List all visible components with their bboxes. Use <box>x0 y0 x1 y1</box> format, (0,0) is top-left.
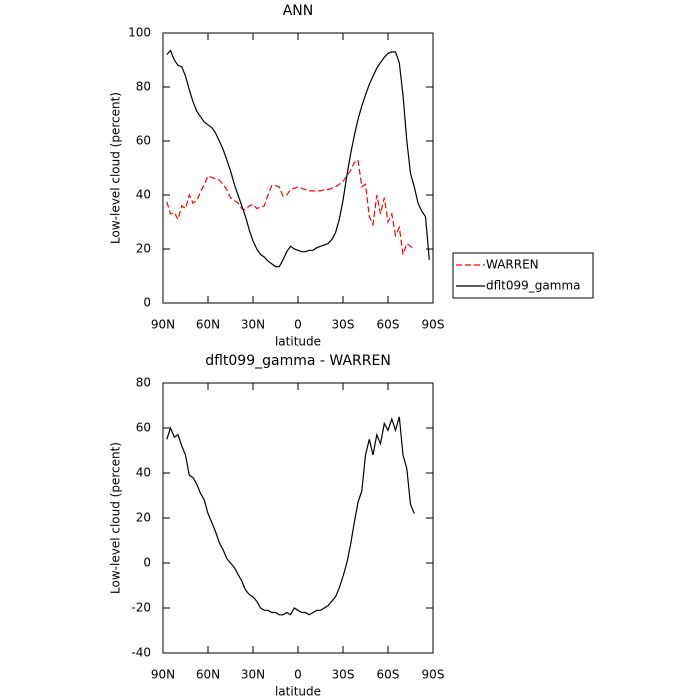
y-tick-label: 0 <box>143 556 151 570</box>
data-line <box>166 49 430 268</box>
chart-title: dflt099_gamma - WARREN <box>205 353 391 369</box>
y-axis-label: Low-level cloud (percent) <box>109 92 123 244</box>
y-tick-label: -40 <box>131 646 151 660</box>
x-tick-label: 30N <box>241 318 265 332</box>
y-tick-label: 20 <box>136 242 151 256</box>
chart-title: ANN <box>283 3 314 19</box>
y-axis-label: Low-level cloud (percent) <box>109 442 123 594</box>
x-tick-label: 60S <box>377 668 400 682</box>
y-tick-label: -20 <box>131 601 151 615</box>
x-axis-label: latitude <box>275 685 321 699</box>
plot-frame <box>162 382 434 654</box>
y-tick-label: 80 <box>136 376 151 390</box>
x-tick-label: 60N <box>196 318 220 332</box>
x-tick-label: 30N <box>241 668 265 682</box>
x-tick-label: 90S <box>422 668 445 682</box>
x-tick-label: 90S <box>422 318 445 332</box>
legend-label: WARREN <box>486 258 539 272</box>
y-tick-label: 60 <box>136 134 151 148</box>
legend-box <box>452 252 594 299</box>
x-tick-label: 30S <box>332 318 355 332</box>
y-tick-label: 40 <box>136 188 151 202</box>
x-tick-label: 0 <box>294 318 302 332</box>
legend-label: dflt099_gamma <box>486 279 581 293</box>
y-tick-label: 80 <box>136 80 151 94</box>
x-tick-label: 60N <box>196 668 220 682</box>
y-tick-label: 20 <box>136 511 151 525</box>
x-tick-label: 0 <box>294 668 302 682</box>
x-axis-label: latitude <box>275 335 321 349</box>
y-tick-label: 0 <box>143 296 151 310</box>
plot-frame <box>162 32 434 304</box>
y-tick-label: 100 <box>128 26 151 40</box>
x-tick-label: 90N <box>151 318 175 332</box>
data-line <box>166 416 415 616</box>
x-tick-label: 30S <box>332 668 355 682</box>
x-tick-label: 90N <box>151 668 175 682</box>
data-line <box>166 158 415 255</box>
y-tick-label: 60 <box>136 421 151 435</box>
x-tick-label: 60S <box>377 318 400 332</box>
y-tick-label: 40 <box>136 466 151 480</box>
